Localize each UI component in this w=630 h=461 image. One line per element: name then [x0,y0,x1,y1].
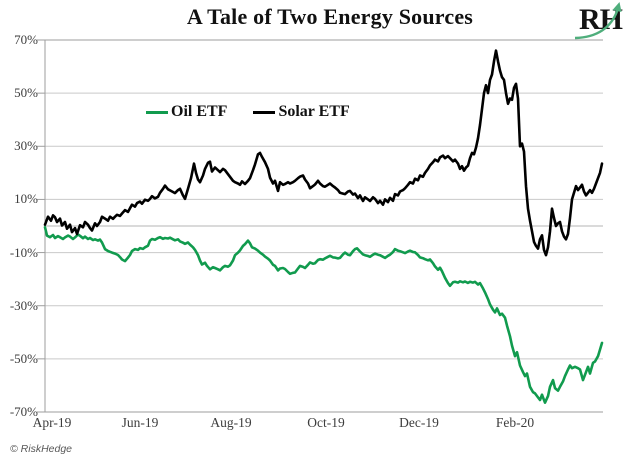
x-tick-label: Aug-19 [210,415,252,430]
solar-etf-line [43,49,604,257]
y-tick-label: -70% [9,404,38,419]
legend-swatch-icon [146,110,168,114]
riskhedge-logo: RH [573,1,627,43]
legend-item-oil-etf: Oil ETF [146,103,227,121]
copyright-note: © RiskHedge [10,443,73,455]
x-tick-label: Apr-19 [32,415,72,430]
x-tick-label: Dec-19 [399,415,439,430]
legend-label: Solar ETF [278,103,350,120]
y-tick-label: 10% [14,191,38,207]
x-tick-label: Jun-19 [121,415,159,430]
legend-item-solar-etf: Solar ETF [253,103,350,121]
y-tick-label: -10% [9,244,38,260]
y-tick-label: -30% [9,297,38,313]
y-tick-label: 70% [14,32,38,47]
y-tick-label: 50% [14,85,38,101]
chart-legend: Oil ETF Solar ETF [146,103,350,121]
x-tick-label: Feb-20 [495,415,535,430]
y-tick-label: 30% [14,138,38,154]
chart-title: A Tale of Two Energy Sources [186,4,474,29]
logo-arrow-icon [574,2,622,40]
legend-swatch-icon [253,110,276,114]
x-tick-label: Oct-19 [307,415,345,430]
y-tick-label: -50% [9,350,38,366]
legend-label: Oil ETF [171,103,228,120]
oil-etf-line [43,226,604,405]
